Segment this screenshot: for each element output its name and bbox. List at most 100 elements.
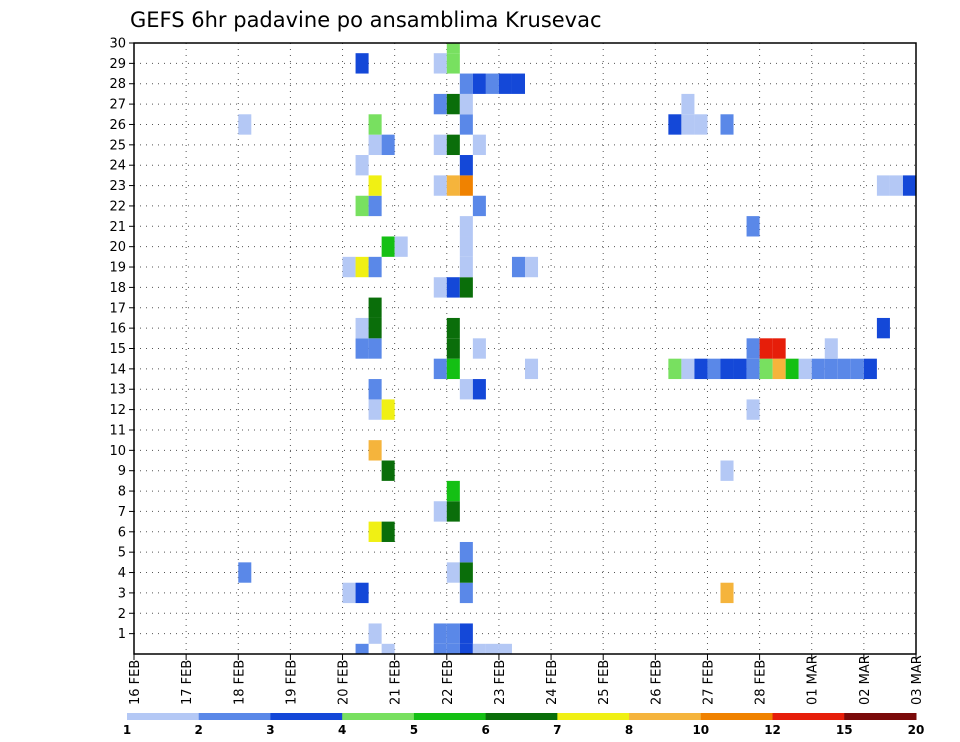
heatmap-cell bbox=[446, 623, 460, 644]
heatmap-cell bbox=[381, 236, 395, 257]
y-tick-label: 7 bbox=[118, 505, 126, 520]
heatmap-cell bbox=[511, 73, 525, 94]
x-tick-label: 28 FEB bbox=[754, 660, 769, 705]
heatmap-cell bbox=[433, 93, 447, 115]
heatmap-cell bbox=[746, 338, 760, 359]
x-tick-label: 16 FEB bbox=[128, 660, 143, 705]
heatmap-cell bbox=[772, 358, 786, 380]
y-tick-label: 8 bbox=[118, 485, 126, 500]
heatmap-cell bbox=[668, 358, 682, 380]
heatmap-cell bbox=[459, 643, 473, 654]
legend-swatch bbox=[557, 713, 630, 720]
x-tick-label: 25 FEB bbox=[597, 660, 612, 705]
y-tick-label: 21 bbox=[109, 220, 126, 235]
heatmap-cell bbox=[850, 358, 864, 380]
heatmap-cell bbox=[472, 643, 486, 654]
heatmap-cell bbox=[459, 236, 473, 257]
x-tick-label: 17 FEB bbox=[180, 660, 195, 705]
heatmap-cell bbox=[746, 358, 760, 380]
y-tick-label: 3 bbox=[118, 586, 126, 601]
legend-label: 10 bbox=[692, 723, 709, 737]
heatmap-cell bbox=[368, 521, 382, 542]
heatmap-cell bbox=[459, 562, 473, 583]
heatmap-cell bbox=[459, 379, 473, 400]
heatmap-cell bbox=[368, 256, 382, 278]
heatmap-cell bbox=[759, 338, 773, 359]
heatmap-cell bbox=[355, 338, 369, 359]
y-tick-label: 12 bbox=[109, 403, 126, 418]
heatmap-cell bbox=[446, 480, 460, 502]
heatmap-cell bbox=[707, 358, 721, 380]
legend-swatch bbox=[342, 713, 415, 720]
heatmap-cell bbox=[446, 134, 460, 156]
heatmap-cell bbox=[837, 358, 851, 380]
heatmap-cell bbox=[824, 358, 838, 380]
heatmap-cell bbox=[759, 358, 773, 380]
heatmap-cell bbox=[394, 236, 408, 257]
heatmap-cell bbox=[368, 623, 382, 644]
heatmap-cell bbox=[668, 114, 682, 135]
heatmap-cell bbox=[368, 440, 382, 461]
y-tick-label: 20 bbox=[109, 240, 126, 255]
x-axis-ticks: 16 FEB 17 FEB 18 FEB 19 FEB 20 FEB 21 FEB 22 F… bbox=[128, 654, 925, 705]
heatmap-cell bbox=[446, 43, 460, 54]
heatmap-cell bbox=[446, 175, 460, 196]
y-tick-label: 19 bbox=[109, 261, 126, 276]
heatmap-cell bbox=[811, 358, 825, 380]
heatmap-cell bbox=[472, 195, 486, 217]
heatmap-cell bbox=[368, 399, 382, 420]
heatmap-cell bbox=[446, 501, 460, 522]
legend-label: 5 bbox=[410, 723, 418, 737]
heatmap-cell bbox=[459, 216, 473, 237]
y-tick-label: 13 bbox=[109, 383, 126, 398]
heatmap-cell bbox=[355, 317, 369, 339]
heatmap-cell bbox=[525, 358, 539, 380]
heatmap-cell bbox=[720, 358, 734, 380]
heatmap-cell bbox=[459, 114, 473, 135]
heatmap-cell bbox=[472, 338, 486, 359]
heatmap-cell bbox=[485, 73, 499, 94]
heatmap-cell bbox=[472, 379, 486, 400]
heatmap-cell bbox=[511, 256, 525, 278]
legend-swatch bbox=[485, 713, 558, 720]
heatmap-cell bbox=[342, 582, 356, 604]
heatmap-cell bbox=[720, 460, 734, 481]
heatmap-cell bbox=[459, 541, 473, 563]
legend-label: 20 bbox=[908, 723, 925, 737]
heatmap-cell bbox=[355, 582, 369, 604]
y-tick-label: 6 bbox=[118, 525, 126, 540]
heatmap-cell bbox=[720, 114, 734, 135]
y-tick-label: 22 bbox=[109, 199, 126, 214]
heatmap-cell bbox=[433, 277, 447, 298]
heatmap-cells bbox=[238, 43, 916, 654]
y-tick-label: 29 bbox=[109, 57, 126, 72]
legend-swatch bbox=[413, 713, 487, 720]
legend-label: 7 bbox=[553, 723, 561, 737]
heatmap-cell bbox=[459, 277, 473, 298]
heatmap-cell bbox=[459, 623, 473, 644]
y-tick-label: 28 bbox=[109, 77, 126, 92]
legend-swatch bbox=[700, 713, 774, 720]
heatmap-cell bbox=[733, 358, 747, 380]
heatmap-cell bbox=[824, 338, 838, 359]
y-tick-label: 24 bbox=[109, 159, 126, 174]
legend-swatch bbox=[127, 713, 200, 720]
legend-label: 1 bbox=[123, 723, 131, 737]
heatmap-cell bbox=[433, 643, 447, 654]
chart-title: GEFS 6hr padavine po ansamblima Krusevac bbox=[130, 8, 602, 32]
heatmap-cell bbox=[368, 338, 382, 359]
y-tick-label: 25 bbox=[109, 138, 126, 153]
heatmap-cell bbox=[381, 134, 395, 156]
legend-label: 15 bbox=[836, 723, 853, 737]
heatmap-cell bbox=[446, 317, 460, 339]
y-tick-label: 27 bbox=[109, 98, 126, 113]
heatmap-cell bbox=[720, 582, 734, 604]
heatmap-cell bbox=[446, 338, 460, 359]
heatmap-cell bbox=[355, 256, 369, 278]
x-tick-label: 26 FEB bbox=[649, 660, 664, 705]
x-tick-label: 02 MAR bbox=[858, 655, 873, 705]
heatmap-cell bbox=[681, 358, 695, 380]
x-tick-label: 20 FEB bbox=[337, 660, 352, 705]
heatmap-cell bbox=[368, 134, 382, 156]
heatmap-cell bbox=[746, 399, 760, 420]
